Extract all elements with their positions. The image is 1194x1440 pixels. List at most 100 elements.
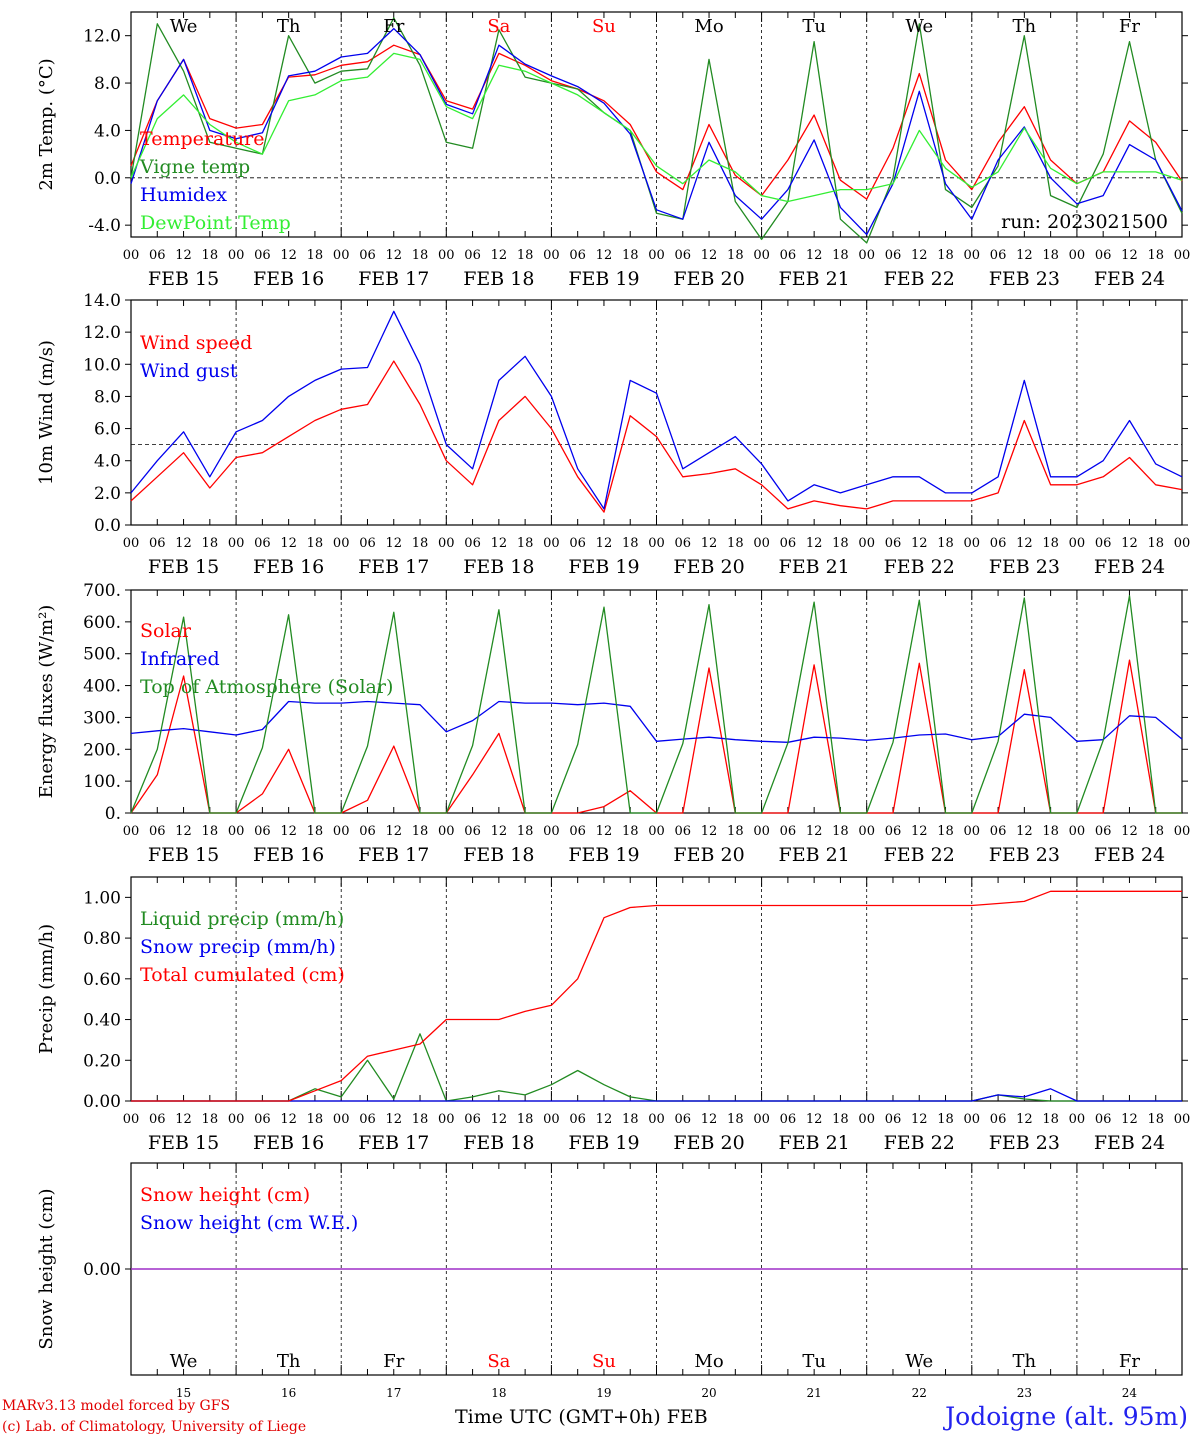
day-label: Th (1013, 16, 1037, 37)
hour-label: 12 (1121, 248, 1138, 263)
hour-label: 12 (911, 1112, 928, 1127)
date-label: FEB 24 (1094, 844, 1165, 866)
y-tick-label: 0. (105, 804, 121, 824)
date-label: FEB 23 (989, 844, 1060, 866)
hour-label: 06 (1095, 248, 1112, 263)
hour-label: 00 (333, 248, 350, 263)
hour-label: 00 (123, 248, 140, 263)
day-label: Sa (487, 16, 510, 37)
day-label: We (170, 16, 198, 37)
date-label: FEB 16 (253, 1132, 324, 1154)
hour-label: 00 (333, 824, 350, 839)
y-tick-label: 100. (83, 772, 121, 792)
hour-label: 18 (517, 536, 534, 551)
date-label: FEB 16 (253, 268, 324, 290)
hour-label: 00 (333, 1112, 350, 1127)
legend-entry: Humidex (140, 184, 227, 206)
model-credit: MARv3.13 model forced by GFS (2, 1398, 231, 1414)
hour-label: 18 (202, 536, 219, 551)
y-tick-label: 0.0 (94, 169, 121, 189)
date-label: FEB 23 (989, 556, 1060, 578)
copyright-credit: (c) Lab. of Climatology, University of L… (2, 1419, 307, 1435)
hour-label: 12 (175, 536, 192, 551)
hour-label: 12 (280, 1112, 297, 1127)
hour-label: 06 (990, 1112, 1007, 1127)
date-label: FEB 17 (358, 1132, 429, 1154)
hour-label: 00 (1174, 1112, 1191, 1127)
day-label: Fr (383, 16, 404, 37)
hour-label: 00 (753, 248, 770, 263)
y-tick-label: 0.20 (83, 1051, 121, 1071)
date-label: FEB 21 (779, 1132, 850, 1154)
y-tick-label: 8.0 (94, 387, 121, 407)
hour-label: 06 (675, 824, 692, 839)
hour-label: 12 (385, 824, 402, 839)
date-label: FEB 18 (463, 268, 534, 290)
series-line (130, 360, 1183, 513)
series-line (130, 700, 1183, 743)
hour-label: 12 (175, 248, 192, 263)
hour-label: 00 (438, 1112, 455, 1127)
hour-label: 06 (990, 536, 1007, 551)
y-tick-label: 0.0 (94, 516, 121, 536)
date-label: FEB 19 (568, 268, 639, 290)
plot-frame (130, 11, 1183, 238)
hour-label: 00 (964, 248, 981, 263)
day-number-label: 21 (807, 1386, 822, 1400)
series-line (130, 17, 1183, 244)
date-label: FEB 20 (673, 1132, 744, 1154)
y-axis-label: Energy fluxes (W/m²) (36, 605, 57, 799)
hour-label: 00 (648, 1112, 665, 1127)
hour-label: 00 (964, 536, 981, 551)
hour-label: 12 (385, 248, 402, 263)
day-label: Mo (694, 1351, 723, 1372)
date-label: FEB 23 (989, 268, 1060, 290)
hour-label: 06 (675, 1112, 692, 1127)
date-label: FEB 19 (568, 844, 639, 866)
hour-label: 06 (1095, 824, 1112, 839)
hour-label: 18 (832, 536, 849, 551)
hour-label: 18 (412, 248, 429, 263)
hour-label: 06 (780, 1112, 797, 1127)
hour-label: 18 (727, 536, 744, 551)
legend-entry: Snow height (cm) (140, 1184, 310, 1206)
hour-label: 18 (832, 248, 849, 263)
hour-label: 18 (202, 824, 219, 839)
panel-5: 0.00 Snow height (cm) Snow height (cm) Snow… (36, 1162, 1188, 1400)
hour-label: 06 (149, 824, 166, 839)
hour-label: 06 (254, 1112, 271, 1127)
hour-label: 06 (885, 1112, 902, 1127)
hour-label: 00 (858, 1112, 875, 1127)
hour-label: 18 (727, 248, 744, 263)
panel-3: 0. 100. 200. 300. 400. 500. 600. 700. Energy flu… (36, 581, 1190, 866)
day-number-label: 16 (281, 1386, 296, 1400)
hour-label: 06 (254, 536, 271, 551)
hour-label: 12 (491, 824, 508, 839)
hour-label: 18 (832, 1112, 849, 1127)
hour-label: 12 (491, 248, 508, 263)
hour-label: 06 (149, 248, 166, 263)
hour-label: 12 (491, 536, 508, 551)
legend-entry: Wind speed (140, 332, 252, 354)
series-line (130, 27, 1183, 236)
y-tick-label: 300. (83, 708, 121, 728)
hour-label: 00 (228, 536, 245, 551)
hour-label: 18 (1147, 824, 1164, 839)
hour-label: 00 (123, 536, 140, 551)
hour-label: 18 (622, 1112, 639, 1127)
day-label: Su (592, 16, 616, 37)
date-label: FEB 22 (884, 1132, 955, 1154)
hour-label: 12 (280, 536, 297, 551)
y-axis-label: 10m Wind (m/s) (36, 340, 57, 485)
hour-label: 00 (543, 536, 560, 551)
y-tick-label: 6.0 (94, 420, 121, 440)
hour-label: 00 (648, 248, 665, 263)
hour-label: 18 (622, 824, 639, 839)
y-tick-label: 12.0 (83, 323, 121, 343)
panel-2: 0.0 2.0 4.0 6.0 8.0 10.0 12.0 14.0 10m Wind (m/s… (36, 291, 1190, 578)
hour-label: 06 (885, 536, 902, 551)
hour-label: 18 (307, 536, 324, 551)
hour-label: 12 (175, 824, 192, 839)
day-number-label: 19 (596, 1386, 611, 1400)
hour-label: 06 (569, 824, 586, 839)
